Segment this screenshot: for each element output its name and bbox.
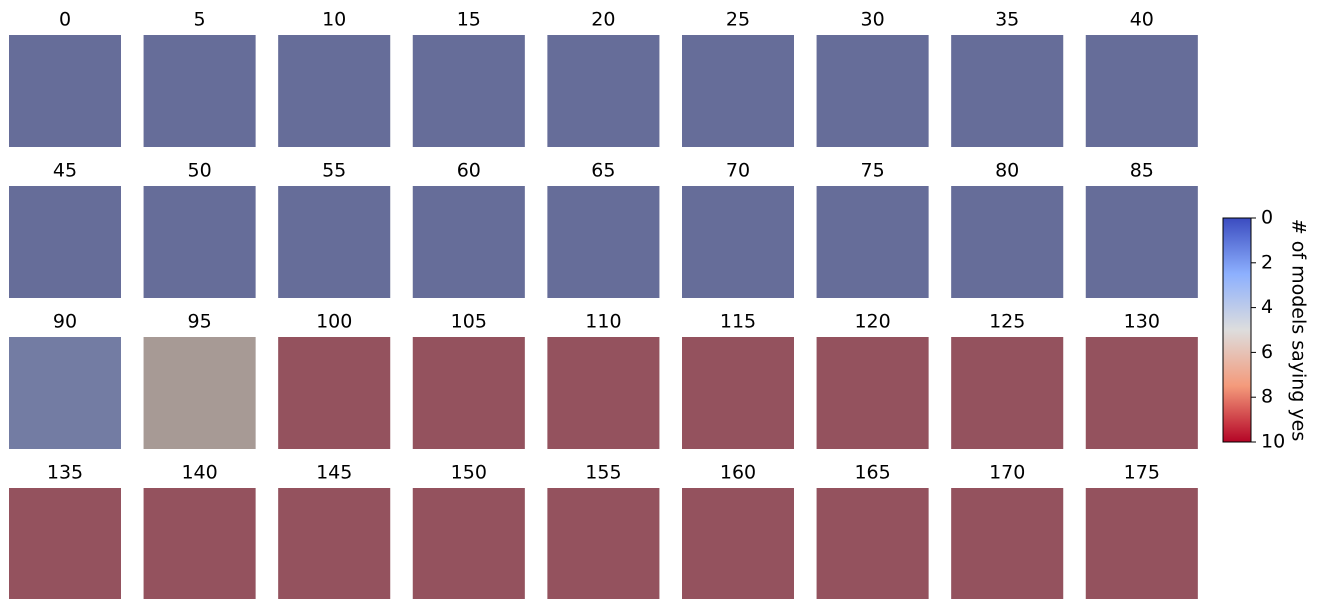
panel-tint <box>817 186 929 298</box>
panel-tint <box>1086 337 1198 449</box>
panel-title: 155 <box>585 462 621 484</box>
colorbar-tick-label: 8 <box>1261 386 1273 408</box>
panel-title: 40 <box>1130 9 1154 31</box>
panel-tint <box>817 488 929 599</box>
panel-title: 95 <box>188 311 212 333</box>
panel-tint <box>817 337 929 449</box>
panel-tint <box>1086 488 1198 599</box>
panel-tint <box>951 337 1063 449</box>
panel-title: 0 <box>59 9 71 31</box>
panel-tint <box>547 488 659 599</box>
panel-title: 115 <box>720 311 756 333</box>
panel-title: 85 <box>1130 160 1154 182</box>
panel-tint <box>278 337 390 449</box>
panel-title: 75 <box>861 160 885 182</box>
panel-tint <box>413 35 525 147</box>
panel-tint <box>413 337 525 449</box>
panel-title: 55 <box>322 160 346 182</box>
panel-tint <box>278 186 390 298</box>
panel-title: 120 <box>854 311 890 333</box>
panel-title: 5 <box>194 9 206 31</box>
chart: # of models saying yes 02468100510152025… <box>0 0 1321 599</box>
panel-tint <box>9 488 121 599</box>
panel-title: 45 <box>53 160 77 182</box>
panel-tint <box>682 35 794 147</box>
panel-title: 130 <box>1124 311 1160 333</box>
panel-tint <box>144 35 256 147</box>
panel-title: 145 <box>316 462 352 484</box>
panel-tint <box>547 35 659 147</box>
panel-tint <box>682 186 794 298</box>
panel-title: 90 <box>53 311 77 333</box>
panel-tint <box>951 488 1063 599</box>
panel-title: 50 <box>188 160 212 182</box>
panel-tint <box>9 186 121 298</box>
colorbar-tick-label: 2 <box>1261 251 1273 273</box>
panel-title: 35 <box>995 9 1019 31</box>
colorbar <box>1223 218 1251 442</box>
panel-title: 25 <box>726 9 750 31</box>
panel-title: 110 <box>585 311 621 333</box>
panel-tint <box>144 488 256 599</box>
panel-title: 170 <box>989 462 1025 484</box>
panel-tint <box>9 35 121 147</box>
colorbar-tick-label: 10 <box>1261 431 1285 453</box>
panel-title: 165 <box>854 462 890 484</box>
panel-tint <box>1086 186 1198 298</box>
colorbar-tick-label: 4 <box>1261 296 1273 318</box>
colorbar-tick-label: 6 <box>1261 341 1273 363</box>
panel-tint <box>413 186 525 298</box>
panel-title: 140 <box>181 462 217 484</box>
panel-tint <box>951 35 1063 147</box>
panel-title: 80 <box>995 160 1019 182</box>
panel-title: 10 <box>322 9 346 31</box>
panel-title: 60 <box>457 160 481 182</box>
panel-title: 65 <box>591 160 615 182</box>
colorbar-label: # of models saying yes <box>1288 219 1310 441</box>
panel-tint <box>1086 35 1198 147</box>
panel-title: 30 <box>861 9 885 31</box>
panel-title: 135 <box>47 462 83 484</box>
panel-tint <box>144 337 256 449</box>
panel-title: 100 <box>316 311 352 333</box>
panel-title: 125 <box>989 311 1025 333</box>
panel-title: 15 <box>457 9 481 31</box>
panel-title: 175 <box>1124 462 1160 484</box>
panel-tint <box>682 488 794 599</box>
panel-tint <box>682 337 794 449</box>
panel-tint <box>413 488 525 599</box>
panel-title: 70 <box>726 160 750 182</box>
panel-tint <box>144 186 256 298</box>
panel-tint <box>951 186 1063 298</box>
panel-title: 150 <box>451 462 487 484</box>
panel-tint <box>547 186 659 298</box>
panel-title: 20 <box>591 9 615 31</box>
panel-tint <box>817 35 929 147</box>
panel-tint <box>278 35 390 147</box>
panel-title: 105 <box>451 311 487 333</box>
panel-title: 160 <box>720 462 756 484</box>
panel-tint <box>278 488 390 599</box>
panel-tint <box>547 337 659 449</box>
panel-tint <box>9 337 121 449</box>
colorbar-tick-label: 0 <box>1261 207 1273 229</box>
